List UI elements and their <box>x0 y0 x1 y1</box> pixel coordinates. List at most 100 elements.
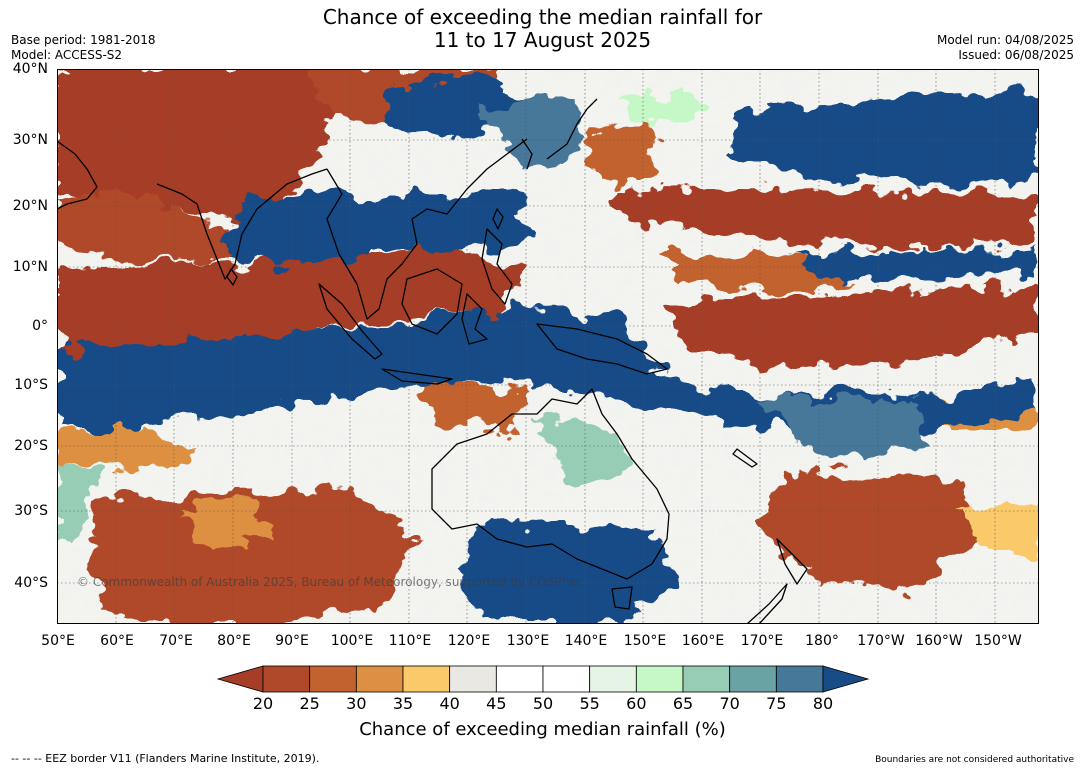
model-name-text: Model: ACCESS-S2 <box>11 48 123 62</box>
lon-label: 160°E <box>681 633 725 649</box>
eez-border-note: -- -- -- EEZ border V11 (Flanders Marine… <box>11 752 320 765</box>
lon-label: 170°W <box>857 633 905 649</box>
lon-label: 80°E <box>217 633 251 649</box>
coast-se-asia <box>326 138 528 320</box>
colorbar-tick-label: 80 <box>812 694 834 713</box>
coast-new-caledonia <box>732 448 758 468</box>
dry-region-southwest <box>177 499 277 549</box>
colorbar-title: Chance of exceeding median rainfall (%) <box>359 719 726 740</box>
lon-label: 90°E <box>275 633 309 649</box>
colorbar-tick-label: 60 <box>626 694 647 713</box>
colorbar-swatch <box>729 665 777 693</box>
map-frame <box>57 69 1039 624</box>
lat-label: 10°S <box>14 377 48 393</box>
coast-sumatra <box>318 283 383 360</box>
colorbar-swatches <box>216 665 870 693</box>
lat-label: 20°N <box>12 198 48 214</box>
colorbar-tick-label: 50 <box>532 694 554 713</box>
run-info: Model run: 04/08/2025 Issued: 06/08/2025 <box>937 33 1074 63</box>
issued-date-text: Issued: 06/08/2025 <box>958 48 1074 62</box>
model-run-text: Model run: 04/08/2025 <box>936 33 1074 47</box>
lon-label: 60°E <box>100 633 134 649</box>
wet-region-arafura <box>537 419 627 489</box>
dry-region-japan-sea <box>587 124 657 189</box>
dry-region-south-indian-ocean <box>87 489 417 624</box>
colorbar-tick-label: 25 <box>299 694 320 713</box>
dry-region-south-asia <box>57 69 337 219</box>
coastlines <box>57 98 808 624</box>
lat-label: 10°N <box>12 259 48 275</box>
lon-label: 150°E <box>623 633 667 649</box>
colorbar-swatch <box>355 665 404 693</box>
colorbar-high-arrow <box>822 665 870 693</box>
lon-label: 140°E <box>564 633 608 649</box>
rainfall-field <box>57 69 1039 624</box>
dry-region-timor-sea <box>417 379 527 429</box>
colorbar-low-arrow <box>216 665 264 693</box>
lat-label: 30°S <box>14 503 48 519</box>
wet-region-yellow-sea <box>477 99 587 169</box>
colorbar-swatch <box>495 665 544 693</box>
lon-label: 120°E <box>447 633 491 649</box>
coast-java <box>381 368 453 385</box>
rainfall-map <box>57 69 1039 624</box>
wet-region-north-pacific-light <box>617 89 707 129</box>
colorbar-swatch <box>682 665 731 693</box>
lon-label: 70°E <box>159 633 193 649</box>
coast-taiwan <box>492 208 504 230</box>
colorbar-tick-label: 75 <box>766 694 787 713</box>
colorbar-tick-label: 70 <box>719 694 740 713</box>
lon-label: 160°W <box>915 633 963 649</box>
colorbar-tick-label: 30 <box>346 694 367 713</box>
copyright-notice: © Commonwealth of Australia 2025, Bureau… <box>77 575 583 589</box>
dry-region-central-pacific <box>667 284 1037 369</box>
coast-sulawesi <box>461 293 488 345</box>
colorbar-tick-label: 40 <box>439 694 460 713</box>
colorbar-swatch <box>775 665 824 693</box>
coast-korea <box>521 138 533 170</box>
lon-label: 180° <box>805 633 839 649</box>
colorbar-tick-label: 55 <box>579 694 600 713</box>
colorbar-swatch <box>589 665 637 693</box>
colorbar-swatch <box>635 665 684 693</box>
dry-region-southern-indian-ocean <box>57 424 197 469</box>
coast-philippines <box>481 228 513 305</box>
coast-new-zealand-south <box>746 583 788 624</box>
wet-region-south-china-sea <box>357 189 527 254</box>
boundaries-disclaimer: Boundaries are not considered authoritat… <box>875 755 1074 765</box>
map-title-line-2: 11 to 17 August 2025 <box>433 28 652 52</box>
lon-label: 50°E <box>41 633 75 649</box>
colorbar-tick-label: 65 <box>672 694 694 713</box>
lon-label: 150°W <box>974 633 1022 649</box>
colorbar-swatch <box>262 665 311 693</box>
lat-label: 40°S <box>14 575 48 591</box>
colorbar-tick-label: 20 <box>252 694 274 713</box>
coast-japan <box>546 98 598 160</box>
coast-sri-lanka <box>226 268 238 286</box>
lat-label: 0° <box>32 318 48 334</box>
dry-region-arabian-sea <box>57 189 257 264</box>
wet-region-southern-ocean <box>457 519 677 624</box>
wet-region-bay-of-bengal <box>227 189 387 269</box>
colorbar-tick-label: 35 <box>392 694 414 713</box>
colorbar-tick-label: 45 <box>486 694 507 713</box>
lon-label: 170°E <box>740 633 784 649</box>
lon-label: 130°E <box>506 633 550 649</box>
graticule <box>57 69 1039 624</box>
coast-tasmania <box>611 586 633 610</box>
lon-label: 110°E <box>388 633 432 649</box>
lat-label: 20°S <box>14 438 48 454</box>
base-period-text: Base period: 1981-2018 <box>11 33 156 47</box>
rainfall-map-canvas <box>57 69 1039 624</box>
wet-region-coral-sea <box>757 399 927 459</box>
lon-label: 100°E <box>330 633 374 649</box>
wet-region-west-indian-ocean <box>57 464 97 549</box>
coast-arabia <box>57 140 98 210</box>
lat-label: 30°N <box>12 132 48 148</box>
dry-region-north-pacific <box>617 189 1037 249</box>
dry-region-tasman <box>757 469 987 589</box>
colorbar-swatch <box>542 665 591 693</box>
map-title-line-1: Chance of exceeding the median rainfall … <box>322 5 763 29</box>
colorbar-swatch <box>402 665 451 693</box>
